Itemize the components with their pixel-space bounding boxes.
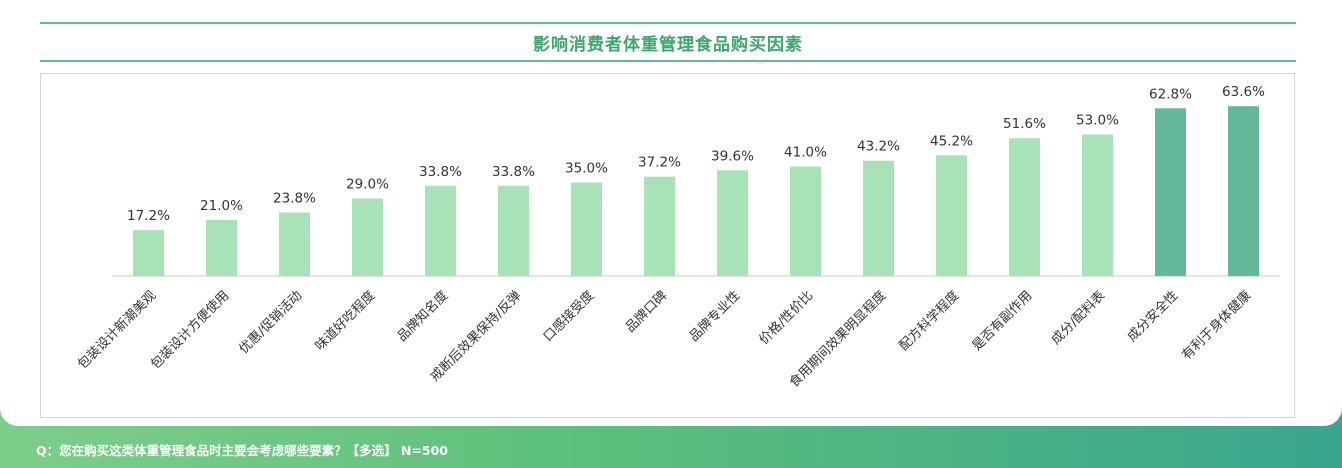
- category-label-3: 优惠/促销活动: [236, 288, 305, 357]
- category-label-10: 价格/性价比: [756, 288, 816, 348]
- bar-1: [133, 230, 164, 276]
- value-label-12: 45.2%: [930, 133, 973, 149]
- value-label-4: 29.0%: [346, 177, 389, 193]
- bar-chart: 17.2% 包装设计新潮美观 21.0% 包装设计方便使用 23.8% 优惠/促销活动 29…: [74, 84, 1280, 391]
- category-label-8: 品牌口碑: [622, 288, 670, 336]
- category-label-1: 包装设计新潮美观: [74, 288, 159, 373]
- bar-3: [279, 212, 310, 276]
- question-footnote: Q：您在购买这类体重管理食品时主要会考虑哪些要素？【多选】 N=500: [36, 443, 449, 458]
- category-label-5: 品牌知名度: [394, 288, 451, 345]
- value-label-14: 53.0%: [1076, 113, 1119, 129]
- bar-5: [425, 185, 456, 276]
- value-label-10: 41.0%: [784, 145, 827, 161]
- bar-2: [206, 219, 237, 276]
- bar-6: [498, 185, 529, 276]
- value-label-15: 62.8%: [1149, 86, 1192, 102]
- bar-14: [1082, 134, 1113, 276]
- bar-12: [936, 155, 967, 276]
- value-label-1: 17.2%: [127, 208, 170, 224]
- value-label-9: 39.6%: [711, 148, 754, 164]
- value-label-3: 23.8%: [273, 191, 316, 207]
- title-bar: 影响消费者体重管理食品购买因素: [40, 22, 1296, 62]
- bar-9: [717, 170, 748, 276]
- category-label-16: 有利于身体健康: [1179, 288, 1255, 364]
- value-label-16: 63.6%: [1222, 84, 1265, 100]
- category-label-13: 是否有副作用: [970, 288, 1036, 354]
- chart-area: 17.2% 包装设计新潮美观 21.0% 包装设计方便使用 23.8% 优惠/促销活动 29…: [40, 73, 1295, 418]
- category-label-4: 味道好吃程度: [312, 288, 378, 354]
- value-label-8: 37.2%: [638, 155, 681, 171]
- bar-4: [352, 198, 383, 276]
- value-label-5: 33.8%: [419, 164, 462, 180]
- category-label-14: 成分/配料表: [1049, 288, 1109, 348]
- chart-title: 影响消费者体重管理食品购买因素: [533, 34, 803, 55]
- bar-11: [863, 160, 894, 276]
- category-label-12: 配方科学程度: [896, 288, 962, 354]
- value-label-13: 51.6%: [1003, 116, 1046, 132]
- bar-13: [1009, 138, 1040, 276]
- value-label-2: 21.0%: [200, 198, 243, 214]
- value-label-7: 35.0%: [565, 161, 608, 177]
- category-label-2: 包装设计方便使用: [147, 288, 232, 373]
- bar-8: [644, 176, 675, 276]
- category-label-15: 成分安全性: [1124, 288, 1181, 345]
- bar-15: [1155, 108, 1186, 276]
- category-label-9: 品牌专业性: [686, 288, 743, 345]
- bar-10: [790, 166, 821, 276]
- value-label-6: 33.8%: [492, 164, 535, 180]
- bar-16: [1228, 106, 1259, 276]
- bar-7: [571, 182, 602, 276]
- value-label-11: 43.2%: [857, 139, 900, 155]
- category-label-7: 口感接受度: [540, 288, 597, 345]
